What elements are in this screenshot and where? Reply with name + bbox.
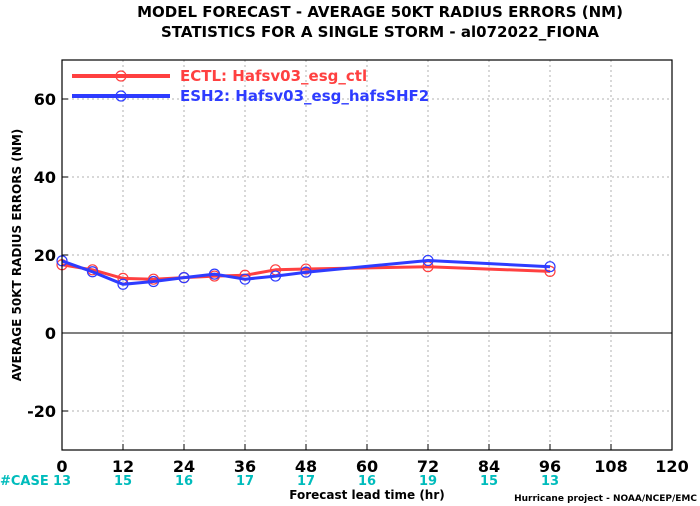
x-axis-label: Forecast lead time (hr)	[289, 488, 445, 502]
y-tick-label: 60	[34, 90, 56, 109]
y-axis-label: AVERAGE 50KT RADIUS ERRORS (NM)	[10, 129, 24, 381]
x-tick-label: 120	[655, 457, 688, 476]
grid-lines	[62, 60, 672, 450]
x-tick-label: 48	[295, 457, 317, 476]
data-point	[422, 254, 434, 267]
x-tick-labels: 0 12 24 36 48 60 72 84 96 108 120	[56, 444, 689, 476]
case-count: 15	[114, 474, 132, 489]
x-tick-label: 0	[56, 457, 67, 476]
credit-text: Hurricane project - NOAA/NCEP/EMC	[514, 494, 697, 504]
y-tick-label: 20	[34, 246, 56, 265]
x-tick-label: 12	[112, 457, 134, 476]
case-count: 17	[297, 474, 315, 489]
chart-title: MODEL FORECAST - AVERAGE 50KT RADIUS ERR…	[137, 3, 623, 21]
legend-swatch-marker	[115, 70, 127, 82]
x-tick-label: 108	[594, 457, 627, 476]
case-count-row: #CASE 13 15 16 17 17 16 19 15 13	[0, 474, 559, 489]
legend-swatch-marker	[115, 90, 127, 102]
case-count: 17	[236, 474, 254, 489]
x-tick-label: 36	[234, 457, 256, 476]
data-point	[208, 268, 221, 280]
x-tick-label: 84	[478, 457, 500, 476]
data-point	[300, 266, 312, 278]
case-row-label: #CASE	[0, 474, 49, 489]
legend-item-1: ECTL: Hafsv03_esg_ctl	[72, 67, 367, 85]
legend-label: ECTL: Hafsv03_esg_ctl	[180, 67, 367, 85]
legend: ECTL: Hafsv03_esg_ctl ESH2: Hafsv03_esg_h…	[72, 67, 429, 105]
x-tick-label: 24	[173, 457, 195, 476]
data-point	[86, 266, 99, 278]
data-point	[269, 270, 282, 282]
case-count: 16	[175, 474, 193, 489]
y-tick-labels: -20 0 20 40 60	[27, 90, 68, 421]
case-count: 15	[480, 474, 498, 489]
series-line	[61, 259, 551, 286]
data-point	[147, 275, 160, 288]
chart-subtitle: STATISTICS FOR A SINGLE STORM - al072022…	[161, 23, 599, 41]
x-tick-label: 72	[417, 457, 439, 476]
legend-label: ESH2: Hafsv03_esg_hafsSHF2	[180, 87, 429, 105]
y-tick-label: 40	[34, 168, 56, 187]
case-count: 19	[419, 474, 437, 489]
case-count: 16	[358, 474, 376, 489]
x-tick-label: 60	[356, 457, 378, 476]
data-point	[544, 261, 556, 273]
y-tick-label: 0	[45, 324, 56, 343]
legend-item-2: ESH2: Hafsv03_esg_hafsSHF2	[72, 87, 429, 105]
case-count: 13	[541, 474, 559, 489]
data-point	[178, 272, 190, 284]
data-point	[239, 273, 251, 285]
case-count: 13	[53, 474, 71, 489]
series-layer	[56, 254, 556, 290]
y-tick-label: -20	[27, 402, 56, 421]
x-tick-label: 96	[539, 457, 561, 476]
data-point	[117, 278, 129, 290]
data-point	[300, 263, 312, 275]
